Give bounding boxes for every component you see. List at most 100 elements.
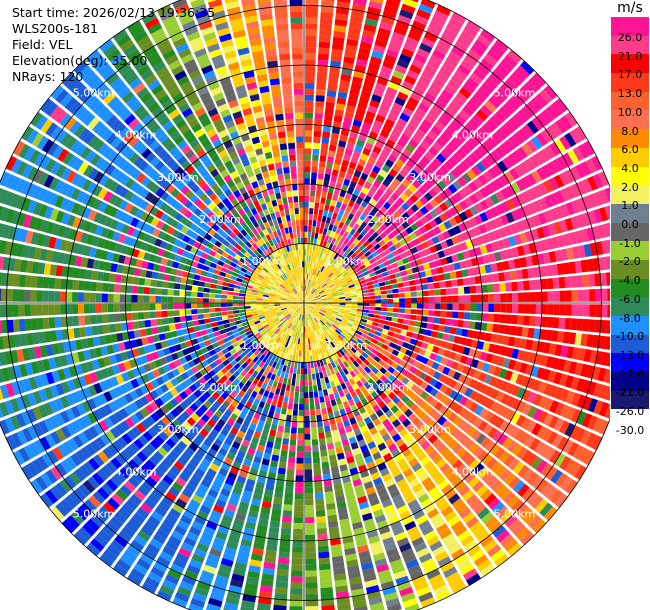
velocity-gate bbox=[86, 337, 95, 348]
velocity-gate bbox=[330, 199, 337, 207]
velocity-gate bbox=[490, 263, 498, 273]
velocity-gate bbox=[362, 84, 373, 94]
velocity-gate bbox=[282, 365, 287, 372]
velocity-gate bbox=[45, 469, 58, 484]
velocity-gate bbox=[318, 245, 323, 252]
velocity-gate bbox=[311, 160, 319, 167]
velocity-gate bbox=[458, 295, 465, 303]
velocity-gate bbox=[470, 294, 477, 303]
velocity-gate bbox=[290, 311, 296, 316]
velocity-gate bbox=[100, 433, 111, 446]
velocity-gate bbox=[299, 303, 304, 307]
velocity-gate bbox=[260, 347, 267, 354]
velocity-gate bbox=[381, 97, 393, 107]
velocity-gate bbox=[448, 379, 458, 389]
velocity-gate bbox=[276, 473, 286, 481]
velocity-gate bbox=[312, 445, 319, 452]
velocity-gate bbox=[170, 330, 178, 338]
velocity-gate bbox=[427, 87, 440, 98]
velocity-gate bbox=[469, 402, 479, 413]
velocity-gate bbox=[419, 271, 427, 278]
velocity-gate bbox=[60, 395, 70, 409]
velocity-gate bbox=[464, 208, 474, 219]
velocity-gate bbox=[571, 199, 581, 214]
velocity-gate bbox=[297, 427, 304, 434]
velocity-gate bbox=[446, 303, 453, 311]
velocity-gate bbox=[480, 322, 488, 331]
velocity-gate bbox=[283, 327, 288, 333]
velocity-gate bbox=[324, 425, 331, 433]
velocity-gate bbox=[364, 250, 372, 258]
velocity-gate bbox=[336, 336, 342, 343]
velocity-gate bbox=[307, 293, 312, 299]
velocity-gate bbox=[357, 348, 364, 355]
velocity-gate bbox=[373, 283, 380, 288]
velocity-gate bbox=[374, 291, 381, 296]
velocity-gate bbox=[350, 194, 358, 202]
velocity-gate bbox=[539, 502, 553, 517]
velocity-gate bbox=[359, 355, 366, 362]
velocity-gate bbox=[395, 173, 405, 183]
velocity-gate bbox=[251, 338, 258, 344]
velocity-gate bbox=[351, 588, 365, 597]
velocity-gate bbox=[310, 409, 316, 416]
velocity-gate bbox=[339, 301, 346, 303]
velocity-gate bbox=[535, 291, 542, 302]
velocity-gate bbox=[395, 438, 405, 448]
velocity-gate bbox=[457, 419, 468, 430]
velocity-gate bbox=[309, 305, 315, 309]
velocity-gate bbox=[410, 309, 417, 315]
velocity-gate bbox=[503, 120, 516, 134]
velocity-gate bbox=[301, 308, 303, 315]
velocity-gate bbox=[191, 338, 199, 346]
velocity-gate bbox=[175, 498, 187, 509]
velocity-gate bbox=[144, 459, 156, 471]
velocity-gate bbox=[496, 505, 510, 519]
velocity-gate bbox=[345, 305, 352, 308]
velocity-gate bbox=[249, 335, 256, 342]
velocity-gate bbox=[369, 295, 376, 300]
velocity-gate bbox=[304, 427, 311, 434]
velocity-gate bbox=[426, 344, 434, 352]
velocity-gate bbox=[321, 407, 327, 415]
velocity-gate bbox=[543, 210, 553, 223]
velocity-gate bbox=[560, 204, 570, 218]
velocity-gate bbox=[325, 167, 332, 175]
velocity-gate bbox=[312, 291, 318, 296]
velocity-gate bbox=[460, 126, 472, 139]
velocity-gate bbox=[272, 418, 279, 426]
velocity-gate bbox=[307, 237, 311, 244]
velocity-gate bbox=[481, 511, 495, 525]
velocity-gate bbox=[449, 390, 459, 400]
velocity-gate bbox=[262, 305, 269, 308]
velocity-gate bbox=[481, 453, 493, 466]
velocity-gate bbox=[490, 461, 503, 474]
velocity-gate bbox=[428, 310, 435, 317]
velocity-gate bbox=[468, 378, 478, 389]
velocity-gate bbox=[157, 366, 166, 376]
velocity-gate bbox=[114, 471, 127, 483]
velocity-gate bbox=[322, 284, 328, 289]
velocity-gate bbox=[133, 438, 145, 450]
velocity-gate bbox=[448, 17, 464, 30]
velocity-gate bbox=[372, 404, 381, 413]
velocity-gate bbox=[298, 332, 301, 339]
velocity-gate bbox=[139, 396, 149, 406]
velocity-gate bbox=[391, 448, 401, 458]
velocity-gate bbox=[349, 270, 356, 276]
velocity-gate bbox=[292, 303, 299, 305]
velocity-gate bbox=[270, 514, 281, 522]
velocity-gate bbox=[549, 450, 561, 464]
velocity-gate bbox=[229, 321, 236, 327]
velocity-gate bbox=[305, 546, 316, 553]
velocity-gate bbox=[24, 289, 31, 302]
velocity-gate bbox=[315, 403, 321, 410]
velocity-gate bbox=[342, 318, 349, 323]
velocity-gate bbox=[169, 398, 179, 408]
velocity-gate bbox=[95, 370, 104, 381]
velocity-gate bbox=[416, 451, 427, 462]
velocity-gate bbox=[226, 299, 233, 303]
velocity-gate bbox=[343, 231, 349, 238]
velocity-gate bbox=[226, 331, 234, 337]
velocity-gate bbox=[237, 550, 250, 559]
